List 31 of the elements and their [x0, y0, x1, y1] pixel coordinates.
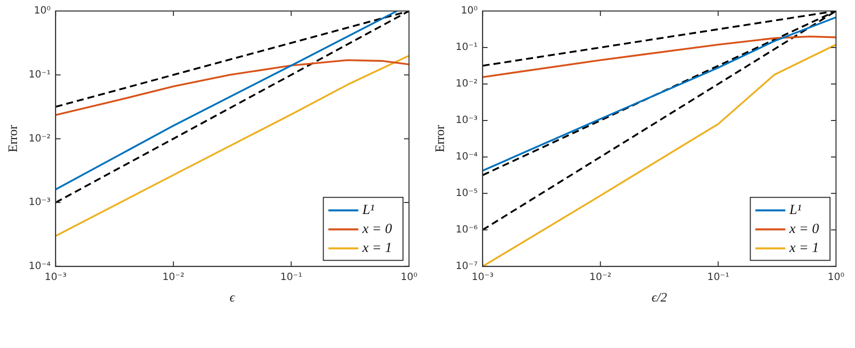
legend-label: x = 0 — [788, 222, 820, 238]
y-tick-label: 10⁻² — [28, 133, 51, 144]
x-tick-label: 10⁻³ — [44, 272, 67, 283]
x-tick-label: 10⁰ — [828, 272, 844, 283]
x-axis-title: ϵ — [230, 290, 236, 305]
x-tick-label: 10⁻¹ — [707, 272, 730, 283]
y-tick-label: 10⁻⁷ — [456, 260, 478, 272]
y-tick-label: 10⁻² — [456, 78, 478, 90]
legend-label: x = 1 — [788, 241, 820, 256]
y-tick-label: 10⁻³ — [28, 197, 51, 208]
y-axis-title: Error — [5, 124, 20, 152]
y-tick-label: 10⁻¹ — [28, 69, 51, 80]
y-axis-title: Error — [432, 124, 448, 152]
y-tick-label: 10⁻⁵ — [456, 188, 478, 200]
x-tick-label: 10⁻¹ — [280, 272, 302, 283]
legend-label: L¹ — [361, 203, 374, 218]
y-tick-label: 10⁻⁴ — [28, 260, 51, 272]
x-tick-label: 10⁻³ — [472, 272, 494, 283]
legend-label: x = 0 — [361, 222, 392, 238]
x-axis-title: ϵ/2 — [652, 290, 668, 305]
y-tick-label: 10⁰ — [460, 6, 478, 17]
x-tick-label: 10⁰ — [400, 272, 418, 283]
x-tick-label: 10⁻² — [589, 272, 612, 283]
legend-label: L¹ — [788, 203, 802, 218]
y-tick-label: 10⁻⁴ — [456, 152, 478, 163]
y-tick-label: 10⁻⁶ — [456, 224, 478, 236]
x-tick-label: 10⁻² — [162, 272, 184, 283]
y-tick-label: 10⁻³ — [456, 115, 478, 126]
y-tick-label: 10⁰ — [34, 6, 51, 17]
y-tick-label: 10⁻¹ — [456, 42, 478, 54]
legend-label: x = 1 — [361, 241, 392, 256]
